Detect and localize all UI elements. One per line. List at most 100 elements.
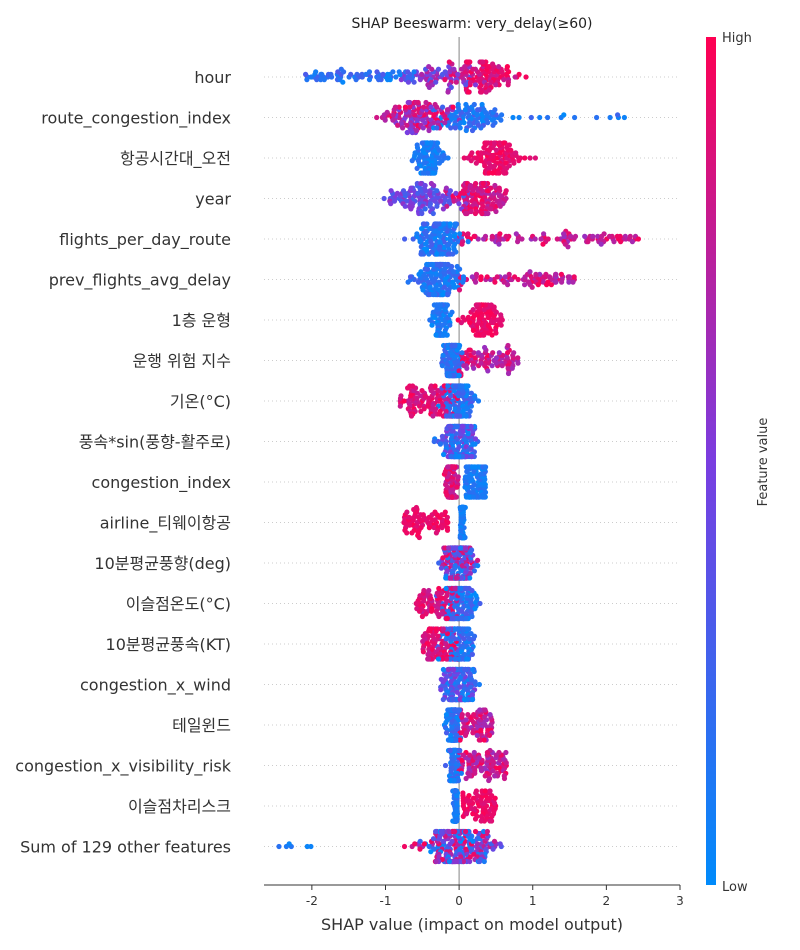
shap-point (553, 271, 559, 277)
shap-point (469, 453, 475, 460)
shap-point (432, 509, 438, 515)
shap-point (400, 188, 407, 194)
x-tick-label: 2 (603, 894, 611, 908)
shap-point (476, 77, 482, 83)
shap-point (453, 79, 459, 85)
shap-point (470, 666, 476, 673)
shap-point (348, 71, 354, 77)
x-tick-label: -2 (306, 894, 318, 908)
shap-point (451, 666, 457, 673)
shap-point (313, 69, 319, 75)
shap-point (505, 370, 512, 377)
shap-point (532, 155, 539, 161)
shap-point (442, 509, 448, 515)
shap-point (429, 170, 436, 176)
shap-point (505, 282, 511, 288)
shap-point (304, 843, 310, 850)
shap-point (455, 626, 461, 632)
x-tick-label: 3 (676, 894, 684, 908)
colorbar-high-label: High (722, 31, 752, 46)
shap-point (405, 279, 411, 285)
shap-point (501, 775, 508, 782)
shap-point (417, 593, 423, 599)
shap-point (430, 291, 436, 298)
shap-points (276, 59, 642, 865)
shap-point (318, 77, 324, 83)
shap-point (452, 125, 458, 131)
shap-point (432, 383, 438, 389)
shap-point (429, 66, 435, 72)
feature-label: 테일윈드 (172, 716, 231, 735)
shap-point (421, 841, 427, 847)
shap-point (611, 239, 617, 245)
shap-point (459, 453, 466, 460)
shap-point (445, 89, 451, 95)
feature-label: 운행 위험 지수 (133, 352, 232, 371)
shap-point (430, 309, 436, 315)
shap-point (404, 122, 410, 128)
shap-point (434, 590, 440, 596)
shap-point (463, 82, 469, 88)
feature-label: 이슬점차리스크 (128, 797, 231, 816)
feature-label: 10분평균풍속(KT) (106, 635, 231, 654)
shap-point (459, 241, 465, 247)
shap-point (548, 282, 555, 288)
shap-point (437, 411, 443, 417)
shap-point (422, 120, 428, 126)
shap-point (445, 519, 451, 526)
shap-point (421, 170, 427, 176)
shap-point (391, 198, 398, 204)
shap-point (470, 795, 477, 801)
shap-point (447, 656, 453, 662)
shap-point (457, 231, 463, 237)
shap-point (469, 651, 475, 658)
shap-point (412, 841, 418, 847)
colorbar-low-label: Low (722, 880, 748, 895)
shap-point (447, 322, 453, 328)
shap-point (428, 180, 434, 187)
shap-point (396, 69, 402, 75)
shap-point (420, 125, 426, 131)
shap-point (471, 233, 477, 239)
shap-point (442, 120, 448, 126)
shap-point (472, 441, 478, 447)
shap-point (447, 575, 454, 581)
shap-point (455, 777, 462, 784)
shap-point (482, 773, 488, 779)
shap-point (418, 408, 424, 414)
shap-point (385, 77, 391, 83)
shap-point (469, 127, 476, 134)
shap-point (398, 393, 404, 399)
shap-point (384, 109, 390, 115)
shap-point (328, 71, 334, 77)
shap-point (452, 545, 458, 551)
shap-point (423, 99, 429, 106)
x-axis: -2 -1 0 1 2 3 (264, 884, 684, 908)
shap-point (470, 327, 476, 333)
shap-point (468, 390, 474, 396)
shap-point (473, 302, 479, 308)
shap-point (406, 522, 413, 528)
shap-point (440, 555, 446, 561)
shap-point (439, 363, 445, 369)
shap-point (440, 352, 446, 358)
shap-point (466, 89, 472, 95)
shap-point (340, 79, 346, 85)
shap-point (460, 858, 467, 865)
shap-point (471, 350, 477, 356)
shap-point (409, 158, 415, 164)
shap-point (467, 408, 473, 414)
colorbar-title: Feature value (756, 418, 771, 507)
shap-point (458, 615, 464, 622)
shap-point (515, 360, 521, 366)
shap-point (478, 274, 484, 280)
shap-point (463, 101, 469, 108)
shap-point (452, 788, 458, 794)
shap-point (303, 71, 309, 77)
shap-point (478, 150, 484, 156)
shap-point (472, 395, 478, 401)
shap-point (541, 231, 547, 237)
shap-point (460, 314, 466, 320)
shap-point (437, 441, 443, 447)
shap-point (422, 393, 428, 399)
